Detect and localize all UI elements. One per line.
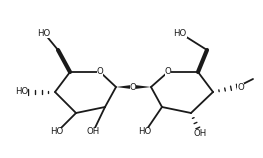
Text: OH: OH [193,128,207,137]
Text: O: O [165,67,171,76]
Polygon shape [116,85,133,89]
Polygon shape [133,85,151,89]
Text: O: O [130,82,136,91]
Text: HO: HO [37,28,50,37]
Text: O: O [97,67,103,76]
Text: HO: HO [50,128,64,137]
Text: O: O [237,82,244,91]
Text: OH: OH [86,128,100,137]
Text: HO: HO [173,28,187,37]
Text: HO: HO [138,128,152,137]
Text: HO: HO [15,88,28,97]
